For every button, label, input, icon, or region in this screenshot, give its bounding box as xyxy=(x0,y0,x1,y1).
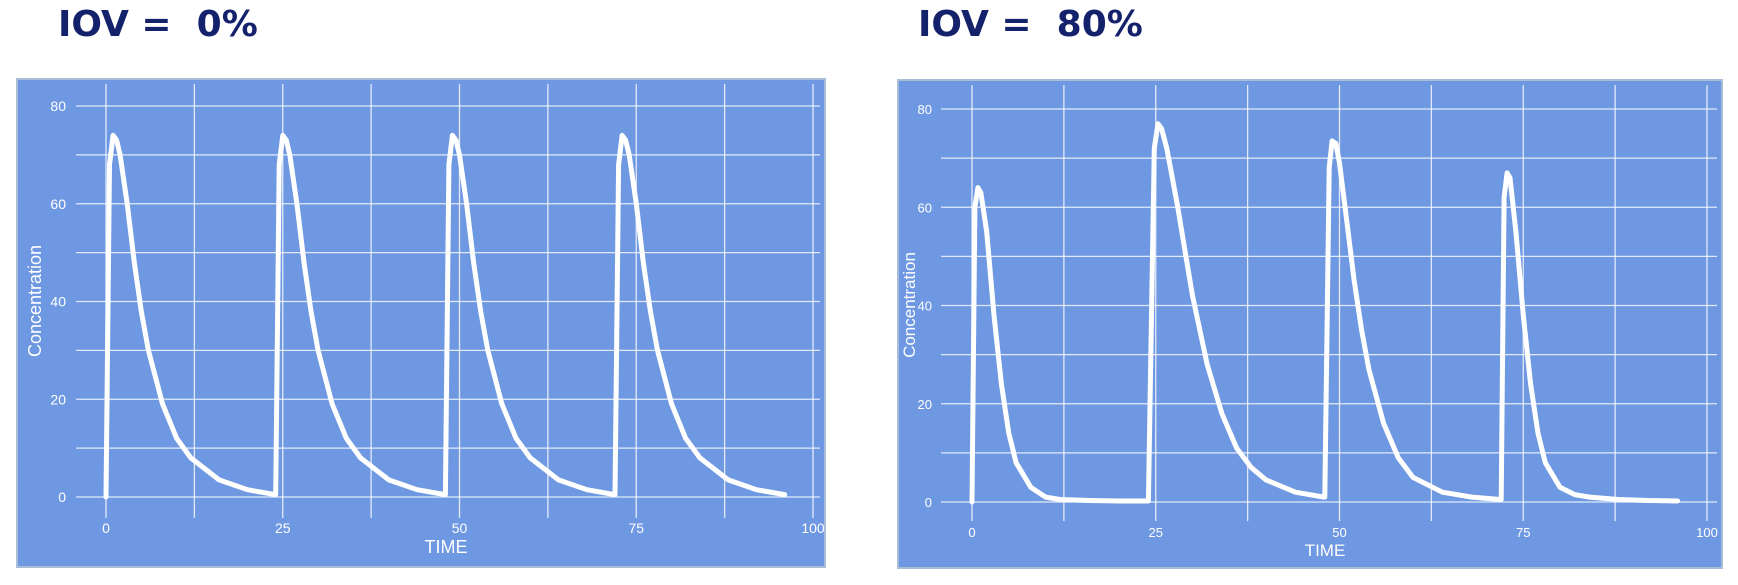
y-tick-label: 20 xyxy=(50,391,66,407)
chart-title-right: IOV = 80% xyxy=(918,4,1143,45)
y-tick-label: 20 xyxy=(918,397,932,412)
y-axis-title: Concentration xyxy=(900,252,919,358)
y-tick-label: 80 xyxy=(918,102,932,117)
y-tick-label: 0 xyxy=(58,489,66,505)
x-tick-label: 100 xyxy=(801,520,825,536)
series-line xyxy=(969,121,1681,505)
plot-frame xyxy=(897,79,1723,569)
x-tick-label: 50 xyxy=(452,520,468,536)
x-tick-label: 50 xyxy=(1332,525,1346,540)
y-tick-label: 60 xyxy=(50,196,66,212)
chart-iov-0: 0 20 40 60 80 0 25 50 75 100 TIME Concentration xyxy=(16,78,826,568)
chart-title-left: IOV = 0% xyxy=(58,4,258,45)
plot-frame xyxy=(16,78,826,568)
x-tick-label: 0 xyxy=(968,525,975,540)
x-tick-label: 25 xyxy=(1149,525,1163,540)
x-tick-label: 25 xyxy=(275,520,291,536)
y-tick-label: 0 xyxy=(925,495,932,510)
y-tick-label: 60 xyxy=(918,200,932,215)
y-tick-label: 80 xyxy=(50,98,66,114)
x-tick-label: 75 xyxy=(628,520,644,536)
x-axis-title: TIME xyxy=(425,537,468,557)
x-tick-label: 75 xyxy=(1516,525,1530,540)
plot-background xyxy=(16,78,826,568)
y-tick-label: 40 xyxy=(918,299,932,314)
x-tick-label: 0 xyxy=(102,520,110,536)
series-line xyxy=(103,132,788,500)
y-tick-label: 40 xyxy=(50,294,66,310)
y-axis-title: Concentration xyxy=(25,245,45,357)
chart-iov-80: 0 20 40 60 80 0 25 50 75 100 TIME Concentration xyxy=(897,79,1723,569)
x-tick-label: 100 xyxy=(1696,525,1718,540)
x-axis-title: TIME xyxy=(1305,541,1346,560)
